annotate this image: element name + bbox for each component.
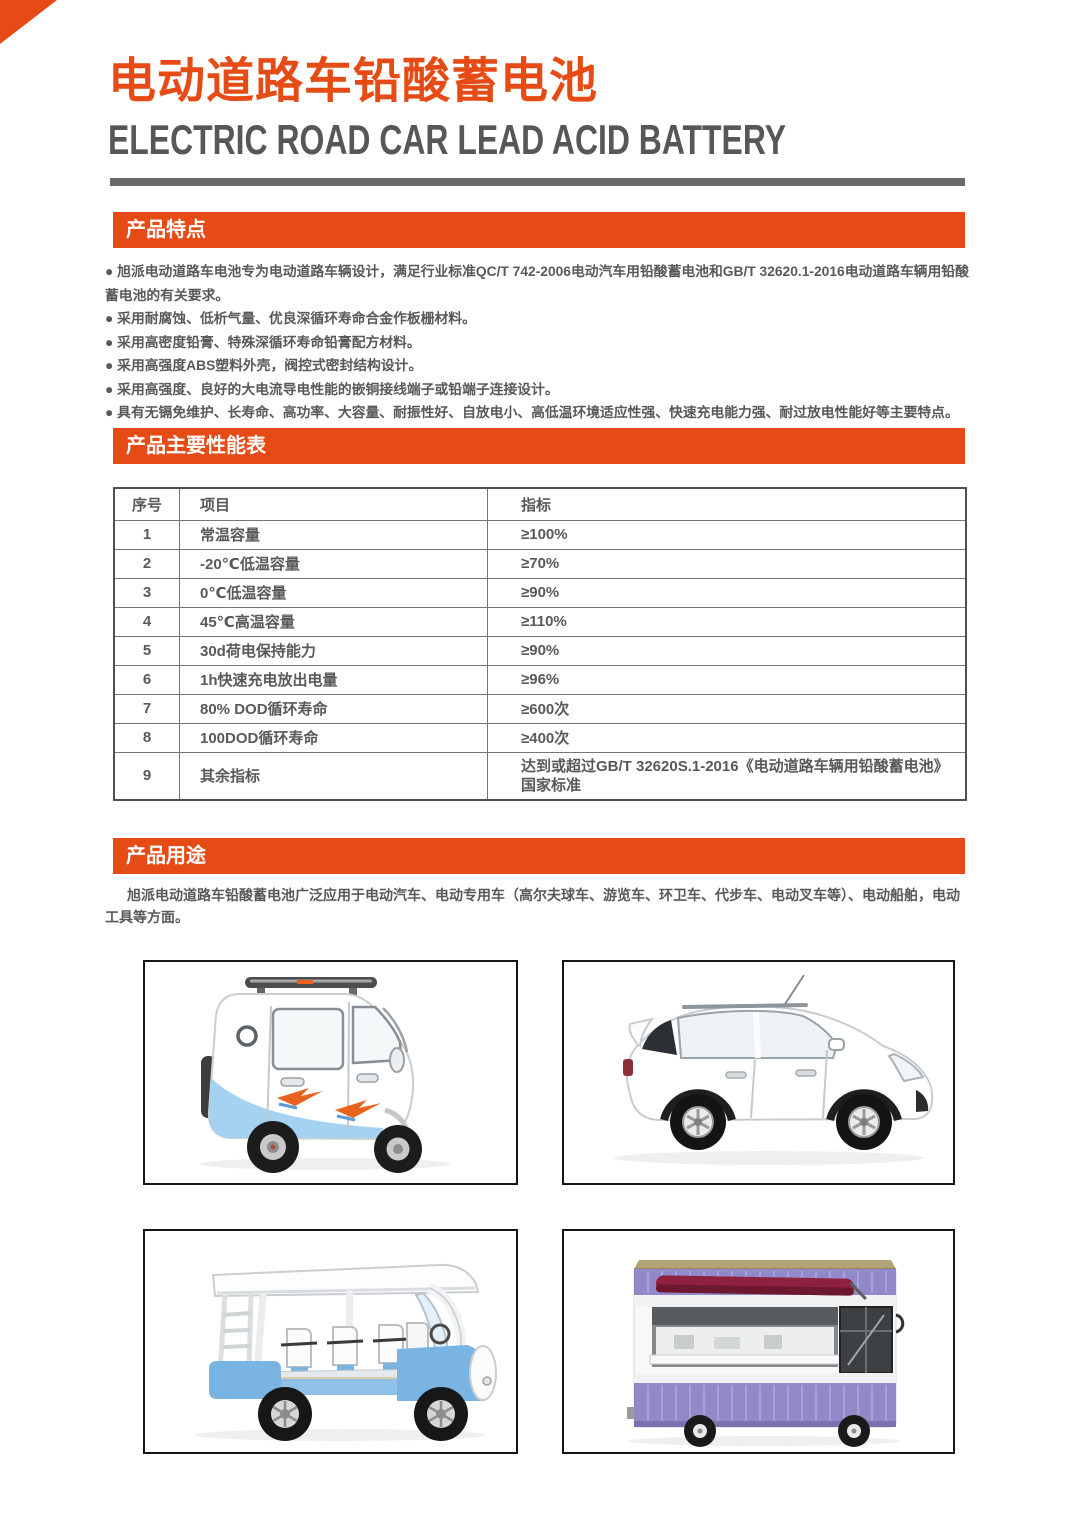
cell-item: 0℃低温容量 [179, 577, 488, 608]
product-image-compact-car [562, 960, 955, 1185]
cell-spec: 达到或超过GB/T 32620S.1-2016《电动道路车辆用铅酸蓄电池》国家标… [487, 751, 967, 801]
cell-no: 1 [113, 519, 180, 550]
electric-compact-car-illustration [614, 974, 934, 1165]
section-bar-features: 产品特点 [113, 212, 965, 248]
cell-spec: ≥70% [487, 548, 967, 579]
table-row: 2 -20℃低温容量 ≥70% [113, 548, 967, 579]
feature-item: 采用高强度、良好的大电流导电性能的嵌铜接线端子或铅端子连接设计。 [105, 378, 969, 402]
cell-spec: ≥90% [487, 577, 967, 608]
cell-no: 3 [113, 577, 180, 608]
col-header-item: 项目 [179, 487, 488, 521]
cell-item: 常温容量 [179, 519, 488, 550]
table-row: 9 其余指标 达到或超过GB/T 32620S.1-2016《电动道路车辆用铅酸… [113, 751, 967, 801]
feature-list: 旭派电动道路车电池专为电动道路车辆设计，满足行业标准QC/T 742-2006电… [105, 260, 969, 425]
table-row: 7 80% DOD循环寿命 ≥600次 [113, 693, 967, 724]
cell-no: 8 [113, 722, 180, 753]
cell-spec: ≥90% [487, 635, 967, 666]
col-header-no: 序号 [113, 487, 180, 521]
table-row: 1 常温容量 ≥100% [113, 519, 967, 550]
product-image-tricycle [143, 960, 518, 1185]
cell-item: 其余指标 [179, 751, 488, 801]
cell-item: 80% DOD循环寿命 [179, 693, 488, 724]
feature-item: 旭派电动道路车电池专为电动道路车辆设计，满足行业标准QC/T 742-2006电… [105, 260, 969, 307]
header-divider [110, 178, 965, 186]
page-subtitle: ELECTRIC ROAD CAR LEAD ACID BATTERY [108, 116, 786, 163]
electric-enclosed-tricycle-illustration [200, 977, 450, 1173]
cell-no: 5 [113, 635, 180, 666]
section-heading-features: 产品特点 [126, 219, 206, 241]
performance-table: 序号 项目 指标 1 常温容量 ≥100% 2 -20℃低温容量 ≥70% 3 … [113, 487, 967, 801]
corner-ribbon [0, 0, 57, 44]
section-bar-performance: 产品主要性能表 [113, 428, 965, 464]
table-row: 8 100DOD循环寿命 ≥400次 [113, 722, 967, 753]
section-bar-usage: 产品用途 [113, 838, 965, 874]
cell-spec: ≥400次 [487, 722, 967, 753]
feature-item: 采用高密度铅膏、特殊深循环寿命铅膏配方材料。 [105, 331, 969, 355]
cell-no: 9 [113, 751, 180, 801]
cell-item: 30d荷电保持能力 [179, 635, 488, 666]
feature-item: 具有无镉免维护、长寿命、高功率、大容量、耐振性好、自放电小、高低温环境适应性强、… [105, 401, 969, 425]
usage-paragraph: 旭派电动道路车铅酸蓄电池广泛应用于电动汽车、电动专用车（高尔夫球车、游览车、环卫… [105, 887, 960, 925]
cell-spec: ≥600次 [487, 693, 967, 724]
cell-no: 2 [113, 548, 180, 579]
table-row: 5 30d荷电保持能力 ≥90% [113, 635, 967, 666]
table-header-row: 序号 项目 指标 [113, 487, 967, 521]
cell-item: 45℃高温容量 [179, 606, 488, 637]
product-image-sightseeing-bus [143, 1229, 518, 1454]
cell-item: 1h快速充电放出电量 [179, 664, 488, 695]
cell-spec: ≥110% [487, 606, 967, 637]
cell-no: 6 [113, 664, 180, 695]
table-row: 6 1h快速充电放出电量 ≥96% [113, 664, 967, 695]
cell-spec: ≥96% [487, 664, 967, 695]
feature-item: 采用耐腐蚀、低析气量、优良深循环寿命合金作板栅材料。 [105, 307, 969, 331]
page-title: 电动道路车铅酸蓄电池 [108, 55, 599, 108]
cell-item: 100DOD循环寿命 [179, 722, 488, 753]
cell-item: -20℃低温容量 [179, 548, 488, 579]
cell-no: 4 [113, 606, 180, 637]
section-heading-usage: 产品用途 [126, 845, 206, 867]
electric-sightseeing-bus-illustration [195, 1263, 497, 1441]
table-row: 4 45℃高温容量 ≥110% [113, 606, 967, 637]
electric-food-cart-illustration [627, 1260, 905, 1447]
cell-spec: ≥100% [487, 519, 967, 550]
section-heading-performance: 产品主要性能表 [126, 435, 266, 457]
product-image-food-cart [562, 1229, 955, 1454]
feature-item: 采用高强度ABS塑料外壳，阀控式密封结构设计。 [105, 354, 969, 378]
table-row: 3 0℃低温容量 ≥90% [113, 577, 967, 608]
col-header-spec: 指标 [487, 487, 967, 521]
cell-no: 7 [113, 693, 180, 724]
